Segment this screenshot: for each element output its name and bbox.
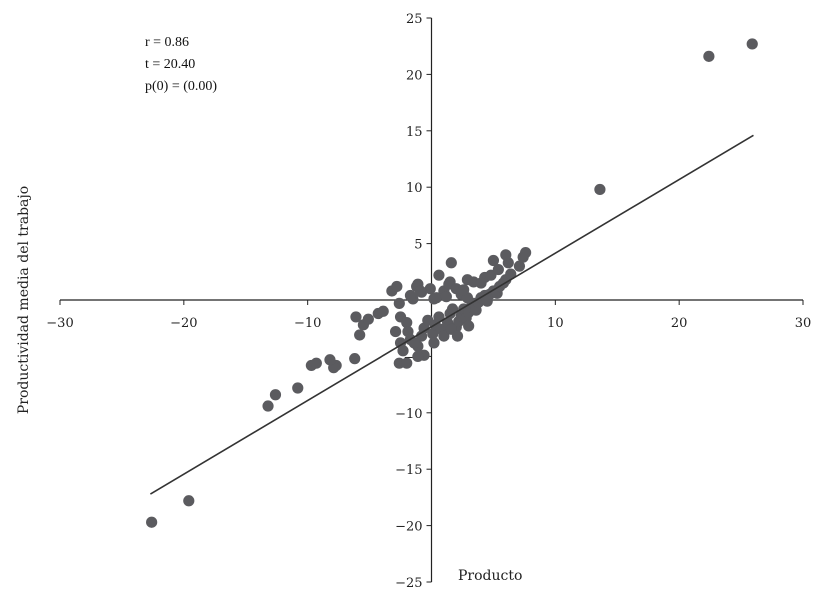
- data-point: [377, 305, 389, 317]
- data-point: [310, 357, 322, 369]
- data-point: [430, 292, 443, 304]
- y-tick-label: 10: [406, 181, 423, 196]
- data-point: [401, 357, 413, 369]
- y-axis-label: Productividad media del trabajo: [16, 186, 32, 414]
- data-point: [746, 38, 758, 50]
- y-tick-label: 5: [414, 238, 422, 253]
- data-point: [292, 382, 304, 394]
- data-point: [433, 269, 445, 281]
- data-point: [520, 247, 532, 259]
- data-point: [424, 283, 436, 295]
- data-point: [324, 354, 336, 366]
- data-point: [451, 330, 464, 342]
- data-point: [391, 280, 403, 293]
- data-point: [362, 313, 374, 325]
- y-tick-label: −10: [395, 407, 422, 422]
- data-point: [703, 50, 715, 62]
- y-tick-label: −15: [395, 463, 422, 478]
- data-point: [354, 329, 366, 341]
- regression: [149, 134, 754, 495]
- data-point: [262, 400, 274, 412]
- data-point: [404, 289, 417, 302]
- data-point: [397, 345, 409, 357]
- data-point: [433, 311, 445, 323]
- x-axis-label: Producto: [458, 568, 522, 584]
- data-point: [428, 337, 440, 349]
- data-point: [408, 337, 420, 349]
- data-point: [475, 277, 487, 289]
- data-point: [350, 311, 362, 323]
- data-point: [427, 328, 439, 340]
- data-point: [438, 330, 450, 342]
- data-point: [500, 249, 512, 261]
- data-point: [458, 284, 470, 296]
- annotation-r: r = 0.86: [145, 35, 189, 50]
- data-point: [412, 350, 424, 362]
- data-point: [487, 254, 500, 267]
- x-tick-label: −20: [170, 316, 197, 331]
- data-point: [389, 325, 402, 338]
- annotation-t: t = 20.40: [145, 57, 195, 72]
- x-tick-label: −10: [294, 316, 321, 331]
- data-point: [505, 268, 517, 280]
- data-points: [146, 38, 758, 528]
- regression-line: [149, 134, 754, 495]
- x-tick-label: 10: [547, 316, 564, 331]
- data-point: [393, 297, 405, 309]
- y-tick-label: 20: [406, 68, 423, 83]
- data-point: [594, 183, 606, 196]
- y-tick-label: 15: [406, 125, 423, 140]
- data-point: [183, 495, 195, 507]
- data-point: [440, 291, 452, 303]
- data-point: [269, 389, 282, 401]
- data-point: [463, 320, 475, 332]
- data-point: [513, 260, 526, 272]
- x-tick-label: 30: [795, 316, 812, 331]
- data-point: [492, 263, 504, 276]
- data-point: [401, 316, 413, 329]
- y-tick-label: 25: [406, 12, 423, 27]
- annotation-p: p(0) = (0.00): [145, 79, 217, 94]
- x-tick-label: 20: [671, 316, 688, 331]
- data-point: [349, 353, 361, 365]
- y-tick-label: −25: [395, 576, 422, 591]
- data-point: [146, 516, 158, 528]
- x-tick-label: −30: [46, 316, 73, 331]
- x-tick-labels: −30 −20 −10 10 20 30: [46, 316, 811, 331]
- data-point: [445, 257, 457, 269]
- data-point: [414, 285, 426, 297]
- data-point: [461, 274, 474, 286]
- y-tick-label: −20: [395, 520, 422, 535]
